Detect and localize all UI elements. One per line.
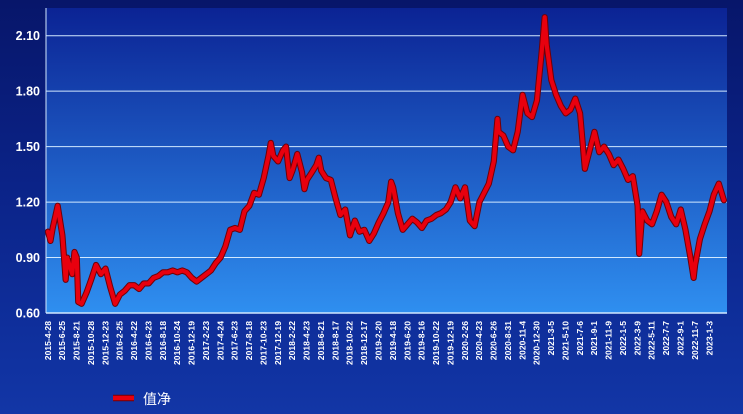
- x-tick-label: 2015-6-25: [57, 321, 67, 360]
- x-axis-tick-labels: 2015-4-28 2015-6-25 2015-8-21 2015-10-28 201…: [43, 321, 715, 365]
- plot-area: [46, 8, 727, 313]
- x-tick-label: 2017-12-19: [273, 321, 283, 365]
- x-tick-label: 2019-12-19: [445, 321, 455, 365]
- x-tick-label: 2021-3-5: [546, 321, 556, 356]
- x-tick-label: 2020-6-26: [489, 321, 499, 360]
- x-tick-label: 2019-2-20: [374, 321, 384, 360]
- x-tick-label: 2018-10-22: [345, 321, 355, 365]
- x-tick-label: 2015-4-28: [43, 321, 53, 360]
- x-tick-label: 2015-8-21: [72, 321, 82, 360]
- x-tick-label: 2020-11-4: [517, 321, 527, 360]
- x-tick-label: 2020-4-23: [474, 321, 484, 360]
- x-tick-label: 2018-6-21: [316, 321, 326, 360]
- x-tick-label: 2016-10-24: [172, 321, 182, 365]
- y-tick-label: 2.10: [16, 29, 40, 43]
- x-tick-label: 2016-12-19: [187, 321, 197, 365]
- x-tick-label: 2022-5-11: [647, 321, 657, 360]
- x-tick-label: 2019-10-22: [431, 321, 441, 365]
- x-tick-label: 2022-7-7: [661, 321, 671, 356]
- x-tick-label: 2016-8-18: [158, 321, 168, 360]
- x-tick-label: 2015-10-28: [86, 321, 96, 365]
- x-tick-label: 2018-12-17: [359, 321, 369, 365]
- x-tick-label: 2021-7-6: [575, 321, 585, 356]
- x-tick-label: 2021-5-10: [560, 321, 570, 360]
- y-tick-label: 1.20: [16, 196, 40, 210]
- legend: 值净: [113, 392, 171, 408]
- x-tick-label: 2019-6-20: [402, 321, 412, 360]
- x-tick-label: 2016-6-23: [143, 321, 153, 360]
- y-tick-label: 1.50: [16, 140, 40, 154]
- x-tick-label: 2017-6-23: [230, 321, 240, 360]
- series-line: [45, 15, 726, 306]
- y-tick-label: 0.90: [16, 251, 40, 265]
- y-tick-label: 0.60: [16, 307, 40, 321]
- x-tick-label: 2020-12-30: [532, 321, 542, 365]
- x-tick-label: 2022-1-5: [618, 321, 628, 356]
- x-tick-label: 2017-4-24: [215, 321, 225, 360]
- x-tick-label: 2016-4-22: [129, 321, 139, 360]
- x-tick-label: 2021-9-1: [589, 321, 599, 356]
- legend-label: 值净: [143, 392, 171, 408]
- x-tick-label: 2016-2-25: [115, 321, 125, 360]
- x-tick-label: 2018-4-23: [302, 321, 312, 360]
- y-tick-label: 1.80: [16, 85, 40, 99]
- x-tick-label: 2017-10-23: [258, 321, 268, 365]
- x-tick-label: 2020-2-26: [460, 321, 470, 360]
- x-tick-label: 2021-11-9: [604, 321, 614, 360]
- x-tick-label: 2020-8-31: [503, 321, 513, 360]
- x-tick-label: 2019-4-18: [388, 321, 398, 360]
- x-tick-label: 2023-1-3: [704, 321, 714, 356]
- y-axis-tick-labels: 0.60 0.90 1.20 1.50 1.80 2.10: [16, 29, 40, 320]
- x-tick-label: 2017-8-18: [244, 321, 254, 360]
- x-tick-label: 2019-8-16: [417, 321, 427, 360]
- x-tick-label: 2022-11-7: [690, 321, 700, 360]
- x-tick-label: 2017-2-23: [201, 321, 211, 360]
- x-tick-label: 2015-12-23: [100, 321, 110, 365]
- x-tick-label: 2022-3-9: [632, 321, 642, 356]
- x-tick-label: 2022-9-1: [675, 321, 685, 356]
- x-tick-label: 2018-2-22: [287, 321, 297, 360]
- x-tick-label: 2018-8-17: [330, 321, 340, 360]
